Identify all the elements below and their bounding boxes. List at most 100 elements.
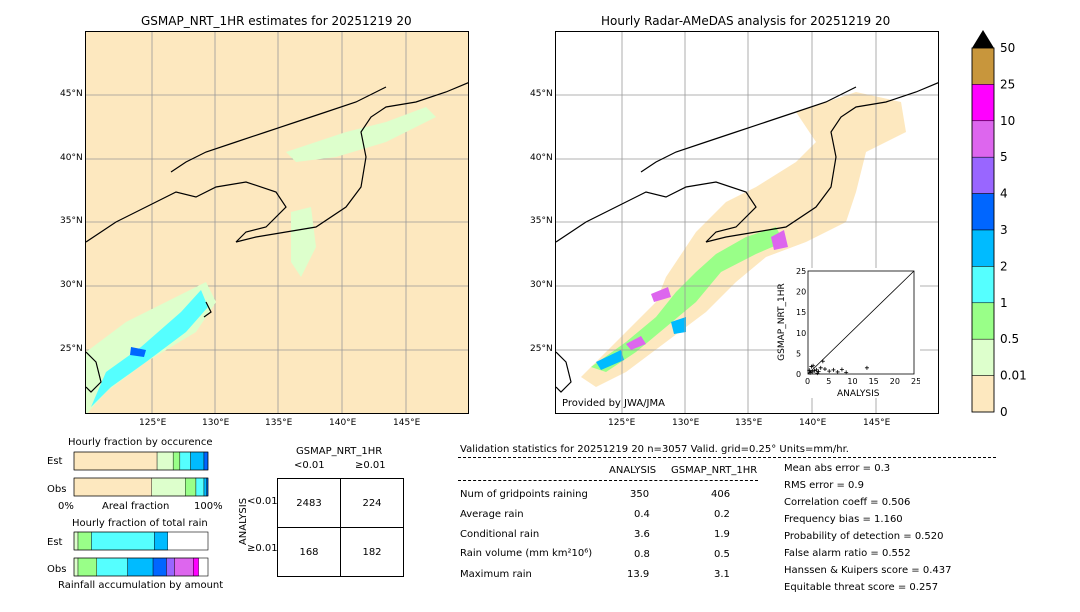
stacked-bar-segment xyxy=(73,557,79,577)
left-lon-140: 140°E xyxy=(329,418,357,428)
colorbar-segment xyxy=(971,156,995,194)
right-map: Provided by JWA/JMA xyxy=(555,31,939,414)
validation-row-analysis: 13.9 xyxy=(627,569,650,580)
inset-point xyxy=(864,365,869,370)
occurrence-bars xyxy=(73,451,209,497)
stacked-bar-segment xyxy=(179,451,191,471)
inset-point xyxy=(827,369,832,374)
stacked-bar-segment xyxy=(77,557,97,577)
validation-row-gsmap: 0.5 xyxy=(714,549,730,560)
total-rain-row-obs: Obs xyxy=(47,564,67,575)
right-rain-heavy xyxy=(626,230,788,350)
stacked-bar-segment xyxy=(77,531,92,551)
inset-point xyxy=(810,369,815,374)
stacked-bar-segment xyxy=(127,557,154,577)
inset-point xyxy=(831,367,836,372)
left-map-grid xyxy=(86,32,468,413)
stacked-bar-segment xyxy=(151,477,186,497)
occurrence-xlabel-right: 100% xyxy=(194,501,223,512)
stacked-bar-segment xyxy=(203,477,207,497)
left-lat-25: 25°N xyxy=(60,344,83,354)
colorbar-tick-label: 25 xyxy=(1000,77,1015,91)
left-rain-heavy xyxy=(130,347,146,357)
colorbar: 50 25 10 5 4 3 2 1 0.5 0.01 0 xyxy=(971,30,1027,419)
validation-row-analysis: 3.6 xyxy=(634,529,650,540)
left-rain-moderate xyxy=(91,290,208,407)
right-lon-130: 130°E xyxy=(672,418,700,428)
inset-point xyxy=(808,370,813,375)
right-lon-135: 135°E xyxy=(735,418,763,428)
inset-point xyxy=(812,368,817,373)
stacked-bar-segment xyxy=(91,531,155,551)
colorbar-segment xyxy=(971,375,995,413)
stacked-bar-frame xyxy=(73,557,209,577)
right-lat-45: 45°N xyxy=(530,89,553,99)
colorbar-frame xyxy=(971,47,995,413)
colorbar-tick-label: 50 xyxy=(1000,41,1015,55)
stacked-bar-segment xyxy=(195,477,205,497)
right-lat-35: 35°N xyxy=(530,216,553,226)
left-lon-130: 130°E xyxy=(202,418,230,428)
inset-point xyxy=(815,371,820,376)
colorbar-segment xyxy=(971,302,995,340)
left-lat-45: 45°N xyxy=(60,89,83,99)
inset-point xyxy=(844,370,849,375)
stacked-bar-segment xyxy=(73,531,79,551)
validation-row-label: Num of gridpoints raining xyxy=(460,489,588,500)
occurrence-row-obs: Obs xyxy=(47,484,67,495)
right-lat-40: 40°N xyxy=(530,153,553,163)
left-lon-145: 145°E xyxy=(393,418,421,428)
stacked-bar-segment xyxy=(174,557,194,577)
stacked-bar-segment xyxy=(172,451,181,471)
contingency-cell-00: 2483 xyxy=(277,478,341,528)
score-line: Frequency bias = 1.160 xyxy=(784,514,903,525)
left-map xyxy=(85,31,469,414)
score-line: Hanssen & Kuipers score = 0.437 xyxy=(784,565,952,576)
inset-scatter: 0 0 5 5 10 10 15 15 20 20 25 25 ANALYSIS GSMAP_NRT_… xyxy=(777,267,921,399)
right-lon-125: 125°E xyxy=(608,418,636,428)
right-lat-25: 25°N xyxy=(530,344,553,354)
total-rain-row-est: Est xyxy=(47,537,63,548)
occurrence-xlabel-left: 0% xyxy=(58,501,74,512)
right-lat-30: 30°N xyxy=(530,280,553,290)
inset-scatter-svg: 00 5 5 10 10 15 15 20 20 25 25 xyxy=(796,267,921,386)
stacked-bar-segment xyxy=(190,451,205,471)
stacked-bar-frame xyxy=(73,531,209,551)
validation-row-label: Rain volume (mm km²10⁶) xyxy=(460,548,593,559)
right-rain-cyan xyxy=(596,317,686,370)
inset-point xyxy=(814,367,819,372)
inset-ytick: 15 xyxy=(796,308,806,317)
inset-point xyxy=(839,367,844,372)
right-map-credit: Provided by JWA/JMA xyxy=(562,398,665,409)
stacked-bar-segment xyxy=(96,557,128,577)
inset-point xyxy=(822,367,827,372)
validation-header: Validation statistics for 20251219 20 n=… xyxy=(460,444,849,455)
inset-ytick: 0 xyxy=(796,370,801,379)
contingency-cell-01: 224 xyxy=(340,478,404,528)
contingency-col-ge: ≥0.01 xyxy=(355,460,386,471)
validation-col-gsmap: GSMAP_NRT_1HR xyxy=(671,465,758,476)
stacked-bar-segment xyxy=(185,477,197,497)
inset-point xyxy=(818,365,823,370)
colorbar-extend-arrow xyxy=(972,30,994,48)
left-lon-135: 135°E xyxy=(265,418,293,428)
inset-xtick: 20 xyxy=(890,377,900,386)
total-rain-title: Hourly fraction of total rain xyxy=(72,518,208,529)
right-lon-145: 145°E xyxy=(863,418,891,428)
validation-row-label: Maximum rain xyxy=(460,569,532,580)
inset-point xyxy=(807,368,812,373)
right-map-svg xyxy=(556,32,938,413)
stacked-bar-segment xyxy=(203,451,209,471)
stacked-bar-frame xyxy=(73,451,209,471)
left-lat-40: 40°N xyxy=(60,153,83,163)
inset-xlabel: ANALYSIS xyxy=(837,389,880,399)
contingency-cell-11: 182 xyxy=(340,527,404,577)
inset-point xyxy=(820,359,825,364)
score-line: Correlation coeff = 0.506 xyxy=(784,497,911,508)
validation-row-analysis: 350 xyxy=(630,489,650,500)
right-lon-140: 140°E xyxy=(799,418,827,428)
left-lat-35: 35°N xyxy=(60,216,83,226)
left-lat-30: 30°N xyxy=(60,280,83,290)
validation-row-gsmap: 406 xyxy=(711,489,731,500)
stacked-bar-segment xyxy=(152,557,167,577)
